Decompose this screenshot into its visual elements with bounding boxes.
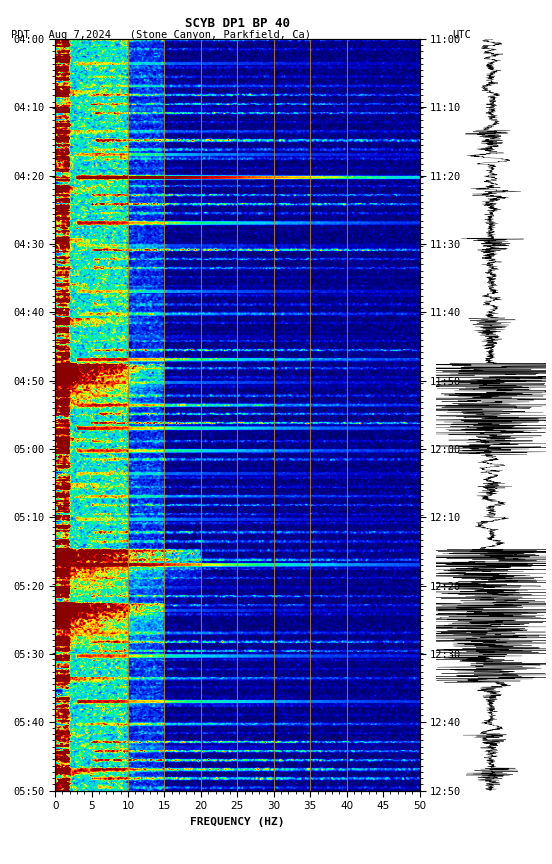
Text: PDT   Aug 7,2024   (Stone Canyon, Parkfield, Ca): PDT Aug 7,2024 (Stone Canyon, Parkfield,… [11,30,311,41]
X-axis label: FREQUENCY (HZ): FREQUENCY (HZ) [190,816,285,827]
Text: SCYB DP1 BP 40: SCYB DP1 BP 40 [185,17,290,30]
Text: UTC: UTC [453,30,471,41]
